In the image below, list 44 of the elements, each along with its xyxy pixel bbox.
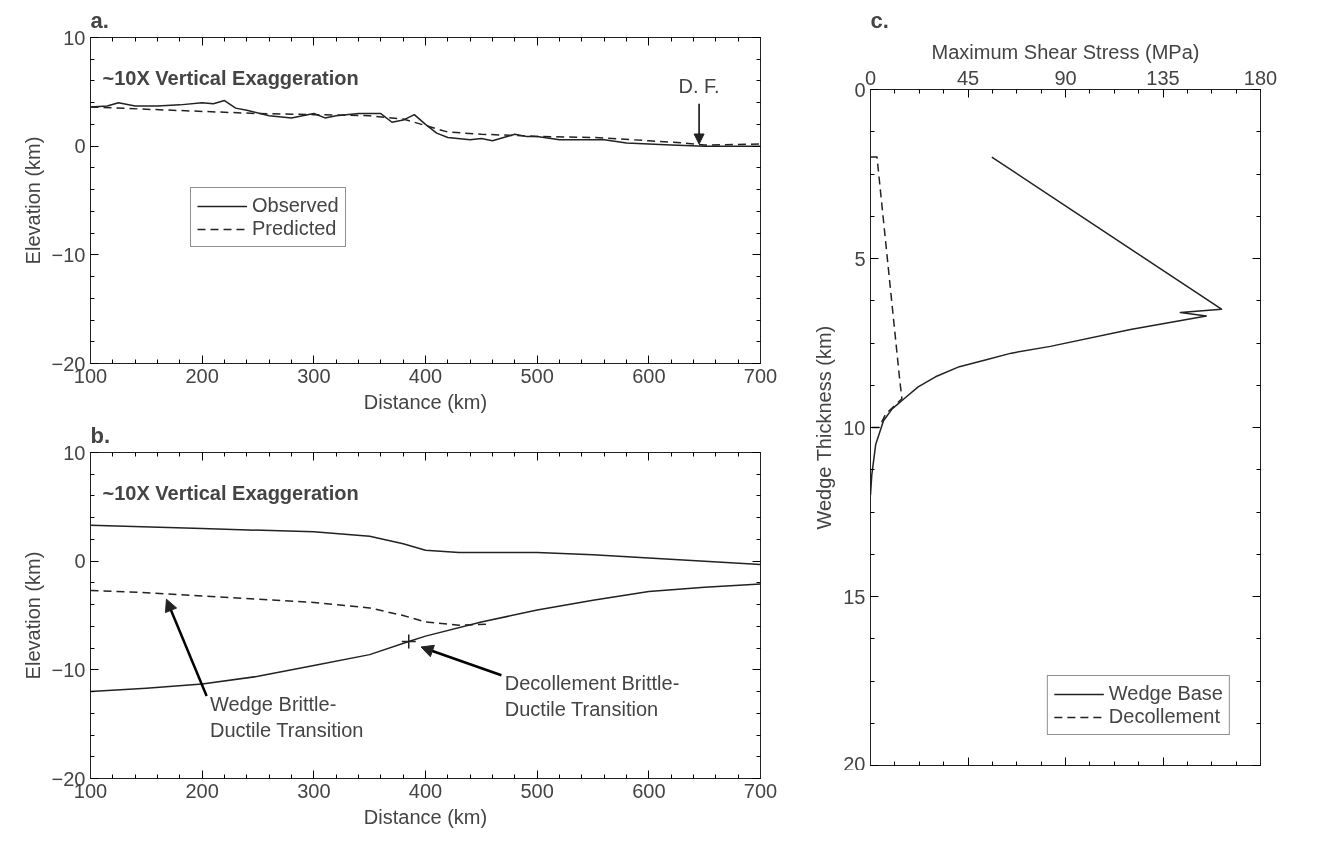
annotation: Wedge Brittle- Ductile Transition (209, 692, 364, 742)
y-tick-label: 10 (63, 26, 86, 49)
annotation: Decollement Brittle- Ductile Transition (504, 672, 680, 721)
x-tick-label: 45 (956, 66, 980, 89)
x-tick-label: 200 (185, 779, 219, 802)
chart-title: a. (90, 7, 109, 33)
x-tick-label: 200 (185, 364, 219, 387)
x-tick-label: 600 (632, 364, 666, 387)
y-tick-label: 5 (854, 247, 866, 270)
x-tick-label: 700 (743, 779, 778, 802)
x-tick-label: 500 (520, 779, 554, 802)
y-axis-title: Elevation (km) (21, 136, 44, 265)
x-axis-title: Distance (km) (363, 390, 488, 413)
x-tick-label: 135 (1146, 66, 1180, 89)
y-tick-label: 10 (843, 416, 866, 439)
legend-label: Wedge Base (1108, 682, 1223, 705)
annotation: ~10X Vertical Exaggeration (102, 66, 359, 89)
y-tick-label: 15 (843, 585, 866, 608)
y-axis-title: Elevation (km) (21, 551, 44, 680)
x-axis-title: Distance (km) (363, 805, 488, 828)
x-tick-label: 500 (520, 364, 554, 387)
y-tick-label: 0 (74, 550, 86, 573)
chart-title: c. (870, 7, 889, 33)
y-tick-label: 20 (843, 752, 866, 775)
y-tick-label: −10 (51, 658, 86, 681)
legend-label: Predicted (252, 217, 337, 240)
x-tick-label: 300 (297, 779, 331, 802)
legend-label: Decollement (1108, 705, 1221, 728)
x-tick-label: 400 (408, 779, 443, 802)
x-tick-label: 400 (408, 364, 443, 387)
y-axis-title: Wedge Thickness (km) (813, 325, 836, 530)
y-tick-label: 0 (74, 135, 86, 158)
x-tick-label: 180 (1243, 66, 1278, 89)
x-tick-label: 700 (743, 364, 778, 387)
annotation: D. F. (678, 75, 720, 98)
x-tick-label: 90 (1054, 66, 1077, 89)
y-tick-label: 10 (63, 441, 86, 464)
x-tick-label: 600 (632, 779, 666, 802)
chart-title: b. (90, 422, 111, 448)
annotation: ~10X Vertical Exaggeration (102, 481, 359, 504)
y-tick-label: −10 (51, 243, 86, 266)
x-axis-title: Maximum Shear Stress (MPa) (931, 40, 1200, 63)
legend-label: Observed (252, 194, 339, 217)
x-tick-label: 300 (297, 364, 331, 387)
